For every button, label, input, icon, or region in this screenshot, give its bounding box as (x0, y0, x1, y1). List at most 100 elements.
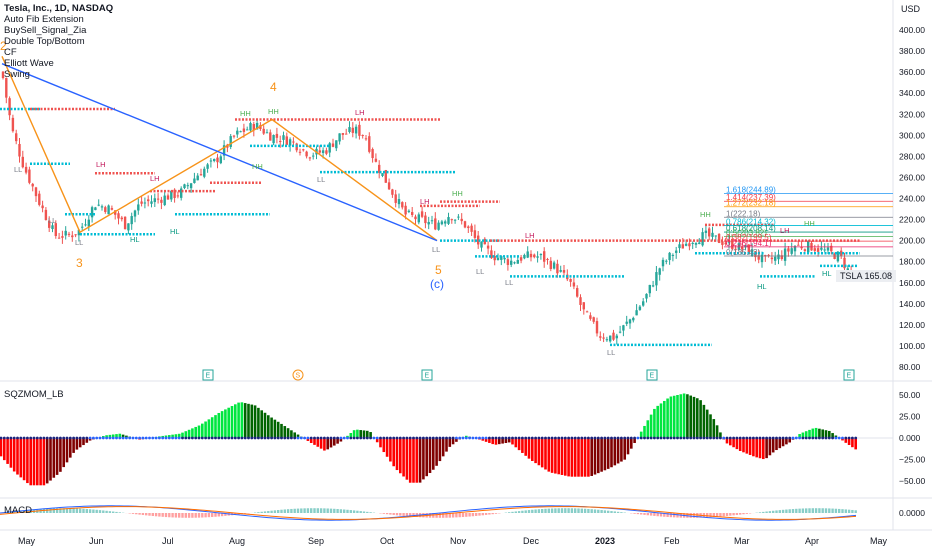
candle-body (734, 248, 737, 250)
sqz-dot (577, 436, 580, 440)
sqz-dot (504, 436, 508, 440)
macd-hist (821, 508, 824, 513)
macd-hist (339, 509, 343, 513)
macd-hist (564, 508, 567, 513)
sqz-dot (217, 436, 221, 440)
sqz-dot (771, 436, 775, 440)
sqz-dot (16, 436, 19, 440)
sqz-dot (372, 436, 376, 440)
indicator-cf[interactable]: CF (4, 47, 17, 58)
sqz-bar (336, 438, 339, 444)
sqz-bar (309, 438, 313, 443)
indicator-auto-fib[interactable]: Auto Fib Extension (4, 14, 84, 25)
sqz-dot (309, 436, 313, 440)
sqz-dot (299, 436, 303, 440)
sqz-dot (742, 436, 745, 440)
sqz-bar (177, 433, 181, 438)
sqz-bar (603, 438, 607, 471)
macd-hist (55, 508, 59, 513)
indicator-elliott[interactable]: Elliott Wave (4, 58, 54, 69)
sqz-dot (550, 436, 554, 440)
sqz-dot (441, 436, 445, 440)
x-tick: May (18, 536, 36, 546)
sqz-dot (738, 436, 742, 440)
sqz-bar (798, 434, 801, 438)
sqz-dot (392, 436, 396, 440)
sqz-dot (669, 436, 673, 440)
macd-hist (468, 513, 471, 517)
candle-body (645, 293, 648, 299)
indicator-swing[interactable]: Swing (4, 69, 30, 80)
last-price-value: 165.08 (864, 271, 892, 281)
macd-hist (69, 508, 72, 513)
candle-body (351, 127, 354, 133)
sqz-dot (78, 436, 82, 440)
indicator-double-top[interactable]: Double Top/Bottom (4, 36, 85, 47)
sqz-dot (42, 436, 46, 440)
sqz-bar (824, 430, 828, 438)
candle-body (615, 335, 618, 339)
swing-label: LL (317, 175, 325, 184)
macd-hist (161, 513, 164, 517)
candle-body (364, 138, 368, 140)
sqz-bar (702, 404, 706, 438)
sqz-dot (260, 436, 264, 440)
sqz-dot (715, 436, 719, 440)
macd-hist (207, 513, 211, 518)
macd-hist (319, 508, 323, 513)
sqz-bar (696, 398, 699, 438)
indicator-buysell[interactable]: BuySell_Signal_Zia (4, 25, 87, 36)
y-tick-price: 120.00 (899, 320, 925, 330)
sqz-bar (118, 433, 122, 438)
candle-body (117, 213, 120, 219)
macd-hist (323, 508, 326, 513)
macd-hist (263, 511, 267, 513)
x-tick: Feb (664, 536, 680, 546)
sqz-dot (791, 436, 795, 440)
macd-hist (395, 513, 399, 516)
macd-hist (692, 513, 696, 518)
sqz-dot (653, 436, 656, 440)
sqz-bar (521, 438, 524, 453)
sqz-dot (105, 436, 108, 440)
sqz-dot (761, 436, 765, 440)
candle-body (170, 190, 173, 200)
macd-hist (742, 513, 745, 515)
legend: Tesla, Inc., 1D, NASDAQ Auto Fib Extensi… (4, 3, 113, 80)
candle-body (744, 245, 747, 248)
sqz-dot (389, 436, 392, 440)
sqz-bar (811, 428, 815, 438)
sqz-bar (679, 394, 683, 438)
macd-hist (709, 513, 712, 518)
sqz-bar (339, 438, 343, 442)
candle-body (450, 219, 453, 221)
sqz-dot (82, 436, 85, 440)
sqz-bar (507, 438, 511, 443)
macd-hist (382, 513, 385, 514)
sqz-bar (0, 438, 3, 457)
macd-hist (293, 508, 296, 513)
sqz-bar (828, 430, 831, 438)
y-tick-price: 340.00 (899, 88, 925, 98)
sqz-dot (560, 436, 564, 440)
sqz-bar (234, 404, 237, 438)
macd-hist (831, 508, 834, 513)
candle-body (312, 155, 315, 157)
candle-body (328, 143, 331, 153)
candle-body (655, 272, 658, 286)
event-marker (202, 369, 214, 381)
macd-hist (303, 508, 306, 513)
candle-body (348, 127, 351, 132)
sqz-bar (705, 409, 709, 438)
macd-hist (154, 513, 158, 517)
macd-hist (818, 508, 821, 513)
sqz-bar (455, 438, 458, 442)
sqz-bar (12, 438, 16, 472)
macd-hist (158, 513, 161, 517)
candle-body (394, 194, 397, 203)
macd-hist (719, 513, 722, 517)
sqz-bar (32, 438, 36, 486)
sqz-dot (752, 436, 755, 440)
sqz-dot (567, 436, 570, 440)
